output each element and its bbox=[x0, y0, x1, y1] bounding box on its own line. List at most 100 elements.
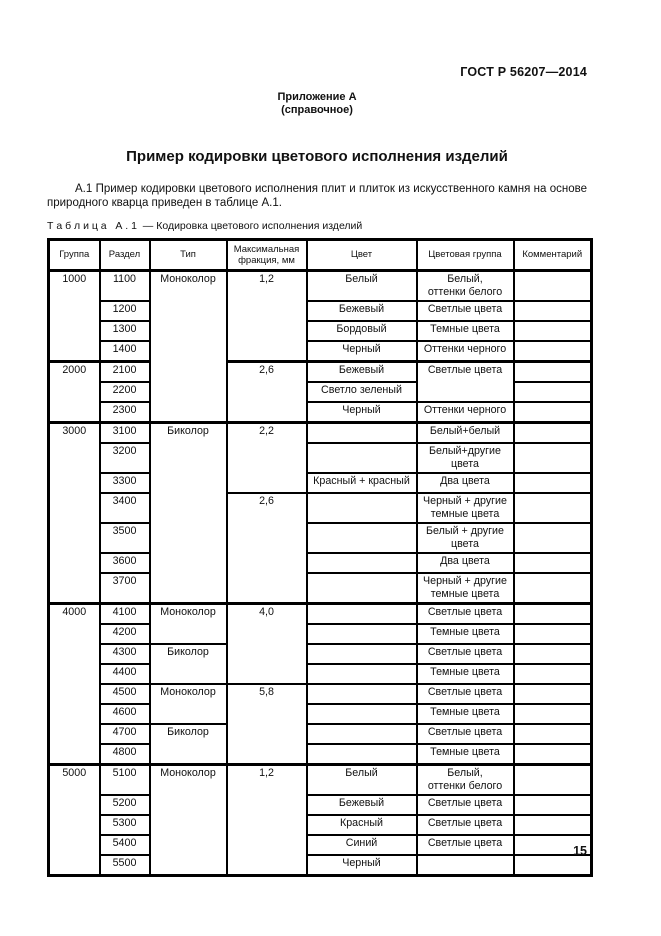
cell-comment bbox=[512, 340, 593, 363]
cell-section: 1200 bbox=[98, 300, 151, 322]
cell-section: 4400 bbox=[98, 663, 151, 685]
column-header-color-group: Цветовая группа bbox=[415, 238, 515, 272]
cell-comment bbox=[512, 763, 593, 796]
cell-section: 2300 bbox=[98, 401, 151, 424]
cell-color-group: Белый+другие цвета bbox=[415, 442, 515, 474]
cell-comment bbox=[512, 854, 593, 877]
cell-comment bbox=[512, 381, 593, 403]
table-row: 4700 Биколор Светлые цвета bbox=[49, 723, 593, 766]
cell-comment bbox=[512, 834, 593, 856]
table-row: 2200 Светло зеленый bbox=[49, 381, 593, 403]
cell-section: 3400 bbox=[98, 492, 151, 524]
table-row: 5200 Бежевый Светлые цвета bbox=[49, 794, 593, 816]
column-header-comment: Комментарий bbox=[512, 238, 593, 272]
table-row: 1400 Черный Оттенки черного bbox=[49, 340, 593, 363]
cell-comment bbox=[512, 421, 593, 444]
table-row: 3000 3100 Биколор 2,2 Белый+белый bbox=[47, 421, 593, 605]
cell-type: Биколор bbox=[148, 723, 228, 766]
cell-color bbox=[305, 572, 418, 605]
cell-type: Биколор bbox=[148, 643, 228, 685]
cell-comment bbox=[512, 522, 593, 554]
cell-comment bbox=[512, 320, 593, 342]
cell-color-group: Темные цвета bbox=[415, 623, 515, 645]
cell-comment bbox=[512, 552, 593, 574]
cell-color: Бежевый bbox=[305, 300, 418, 322]
cell-comment bbox=[512, 602, 593, 625]
cell-section: 4200 bbox=[98, 623, 151, 645]
cell-comment bbox=[512, 442, 593, 474]
cell-section: 4700 bbox=[98, 723, 151, 745]
column-header-color: Цвет bbox=[305, 238, 418, 272]
column-header-group: Группа bbox=[47, 238, 101, 272]
cell-section: 4300 bbox=[98, 643, 151, 665]
cell-type: Моноколор bbox=[148, 763, 228, 877]
cell-color: Светло зеленый bbox=[305, 381, 418, 403]
table-row: 5000 5100 Моноколор 1,2 Белый Белый, оттенки … bbox=[47, 763, 593, 877]
cell-color bbox=[305, 663, 418, 685]
cell-color: Белый bbox=[305, 763, 418, 796]
cell-type: Биколор bbox=[148, 421, 228, 605]
cell-section: 5300 bbox=[98, 814, 151, 836]
cell-comment bbox=[512, 643, 593, 665]
cell-color bbox=[305, 743, 418, 766]
cell-color bbox=[305, 522, 418, 554]
cell-color bbox=[305, 723, 418, 745]
cell-color bbox=[305, 552, 418, 574]
cell-comment bbox=[512, 623, 593, 645]
cell-section: 4500 bbox=[98, 683, 151, 705]
cell-color-group: Черный + другие темные цвета bbox=[415, 572, 515, 605]
cell-group: 5000 bbox=[47, 763, 101, 877]
cell-comment bbox=[512, 663, 593, 685]
table-row: 3600 Два цвета bbox=[49, 552, 593, 574]
cell-type: Моноколор bbox=[148, 602, 228, 645]
cell-color bbox=[305, 602, 418, 625]
table-row: 1000 1100 Моноколор 1,2 Белый Белый, оттенки … bbox=[47, 269, 593, 424]
cell-color-group: Светлые цвета bbox=[415, 360, 515, 403]
cell-color-group: Светлые цвета bbox=[415, 683, 515, 705]
cell-color-group: Два цвета bbox=[415, 472, 515, 494]
cell-comment bbox=[512, 683, 593, 705]
cell-section: 4100 bbox=[98, 602, 151, 625]
table-row: 3700 Черный + другие темные цвета bbox=[49, 572, 593, 605]
cell-section: 1400 bbox=[98, 340, 151, 363]
table-row: 4000 4100 Моноколор 4,0 Светлые цвета bbox=[47, 602, 593, 766]
page-title: Пример кодировки цветового исполнения из… bbox=[126, 148, 508, 165]
cell-color bbox=[305, 492, 418, 524]
cell-color bbox=[305, 623, 418, 645]
cell-color-group: Оттенки черного bbox=[415, 401, 515, 424]
cell-color-group: Светлые цвета bbox=[415, 643, 515, 665]
cell-color-group: Черный + другие темные цвета bbox=[415, 492, 515, 524]
cell-group: 2000 bbox=[47, 360, 101, 424]
cell-fraction: 5,8 bbox=[225, 683, 308, 766]
annex-subtitle: (справочное) bbox=[281, 104, 353, 116]
cell-comment bbox=[512, 572, 593, 605]
cell-fraction: 2,2 bbox=[225, 421, 308, 494]
table-row: 4200 Темные цвета bbox=[49, 623, 593, 645]
cell-fraction: 4,0 bbox=[225, 602, 308, 685]
cell-comment bbox=[512, 723, 593, 745]
cell-section: 3300 bbox=[98, 472, 151, 494]
color-coding-table: Группа Раздел Тип Максимальная фракция, … bbox=[47, 238, 593, 877]
annex-heading: Приложение А (справочное) bbox=[47, 91, 587, 117]
cell-group: 3000 bbox=[47, 421, 101, 605]
cell-fraction: 1,2 bbox=[225, 269, 308, 363]
cell-color-group: Светлые цвета bbox=[415, 814, 515, 836]
cell-fraction: 2,6 bbox=[225, 492, 308, 605]
cell-color: Черный bbox=[305, 854, 418, 877]
table-row: 3400 2,6 Черный + другие темные цвета bbox=[49, 492, 593, 605]
table-row: 2000 2100 2,6 Бежевый Светлые цвета bbox=[47, 360, 593, 424]
cell-color-group: Темные цвета bbox=[415, 663, 515, 685]
column-header-fraction: Максимальная фракция, мм bbox=[225, 238, 308, 272]
cell-section: 5400 bbox=[98, 834, 151, 856]
table-header-row: Группа Раздел Тип Максимальная фракция, … bbox=[47, 238, 593, 272]
table-row: 5500 Черный bbox=[49, 854, 593, 877]
cell-color-group: Темные цвета bbox=[415, 320, 515, 342]
cell-comment bbox=[512, 743, 593, 766]
cell-comment bbox=[512, 492, 593, 524]
cell-section: 3200 bbox=[98, 442, 151, 474]
annex-title: Приложение А bbox=[277, 91, 357, 103]
cell-color-group: Оттенки черного bbox=[415, 340, 515, 363]
cell-color-group: Темные цвета bbox=[415, 703, 515, 725]
cell-fraction: 2,6 bbox=[225, 360, 308, 424]
cell-section: 2200 bbox=[98, 381, 151, 403]
